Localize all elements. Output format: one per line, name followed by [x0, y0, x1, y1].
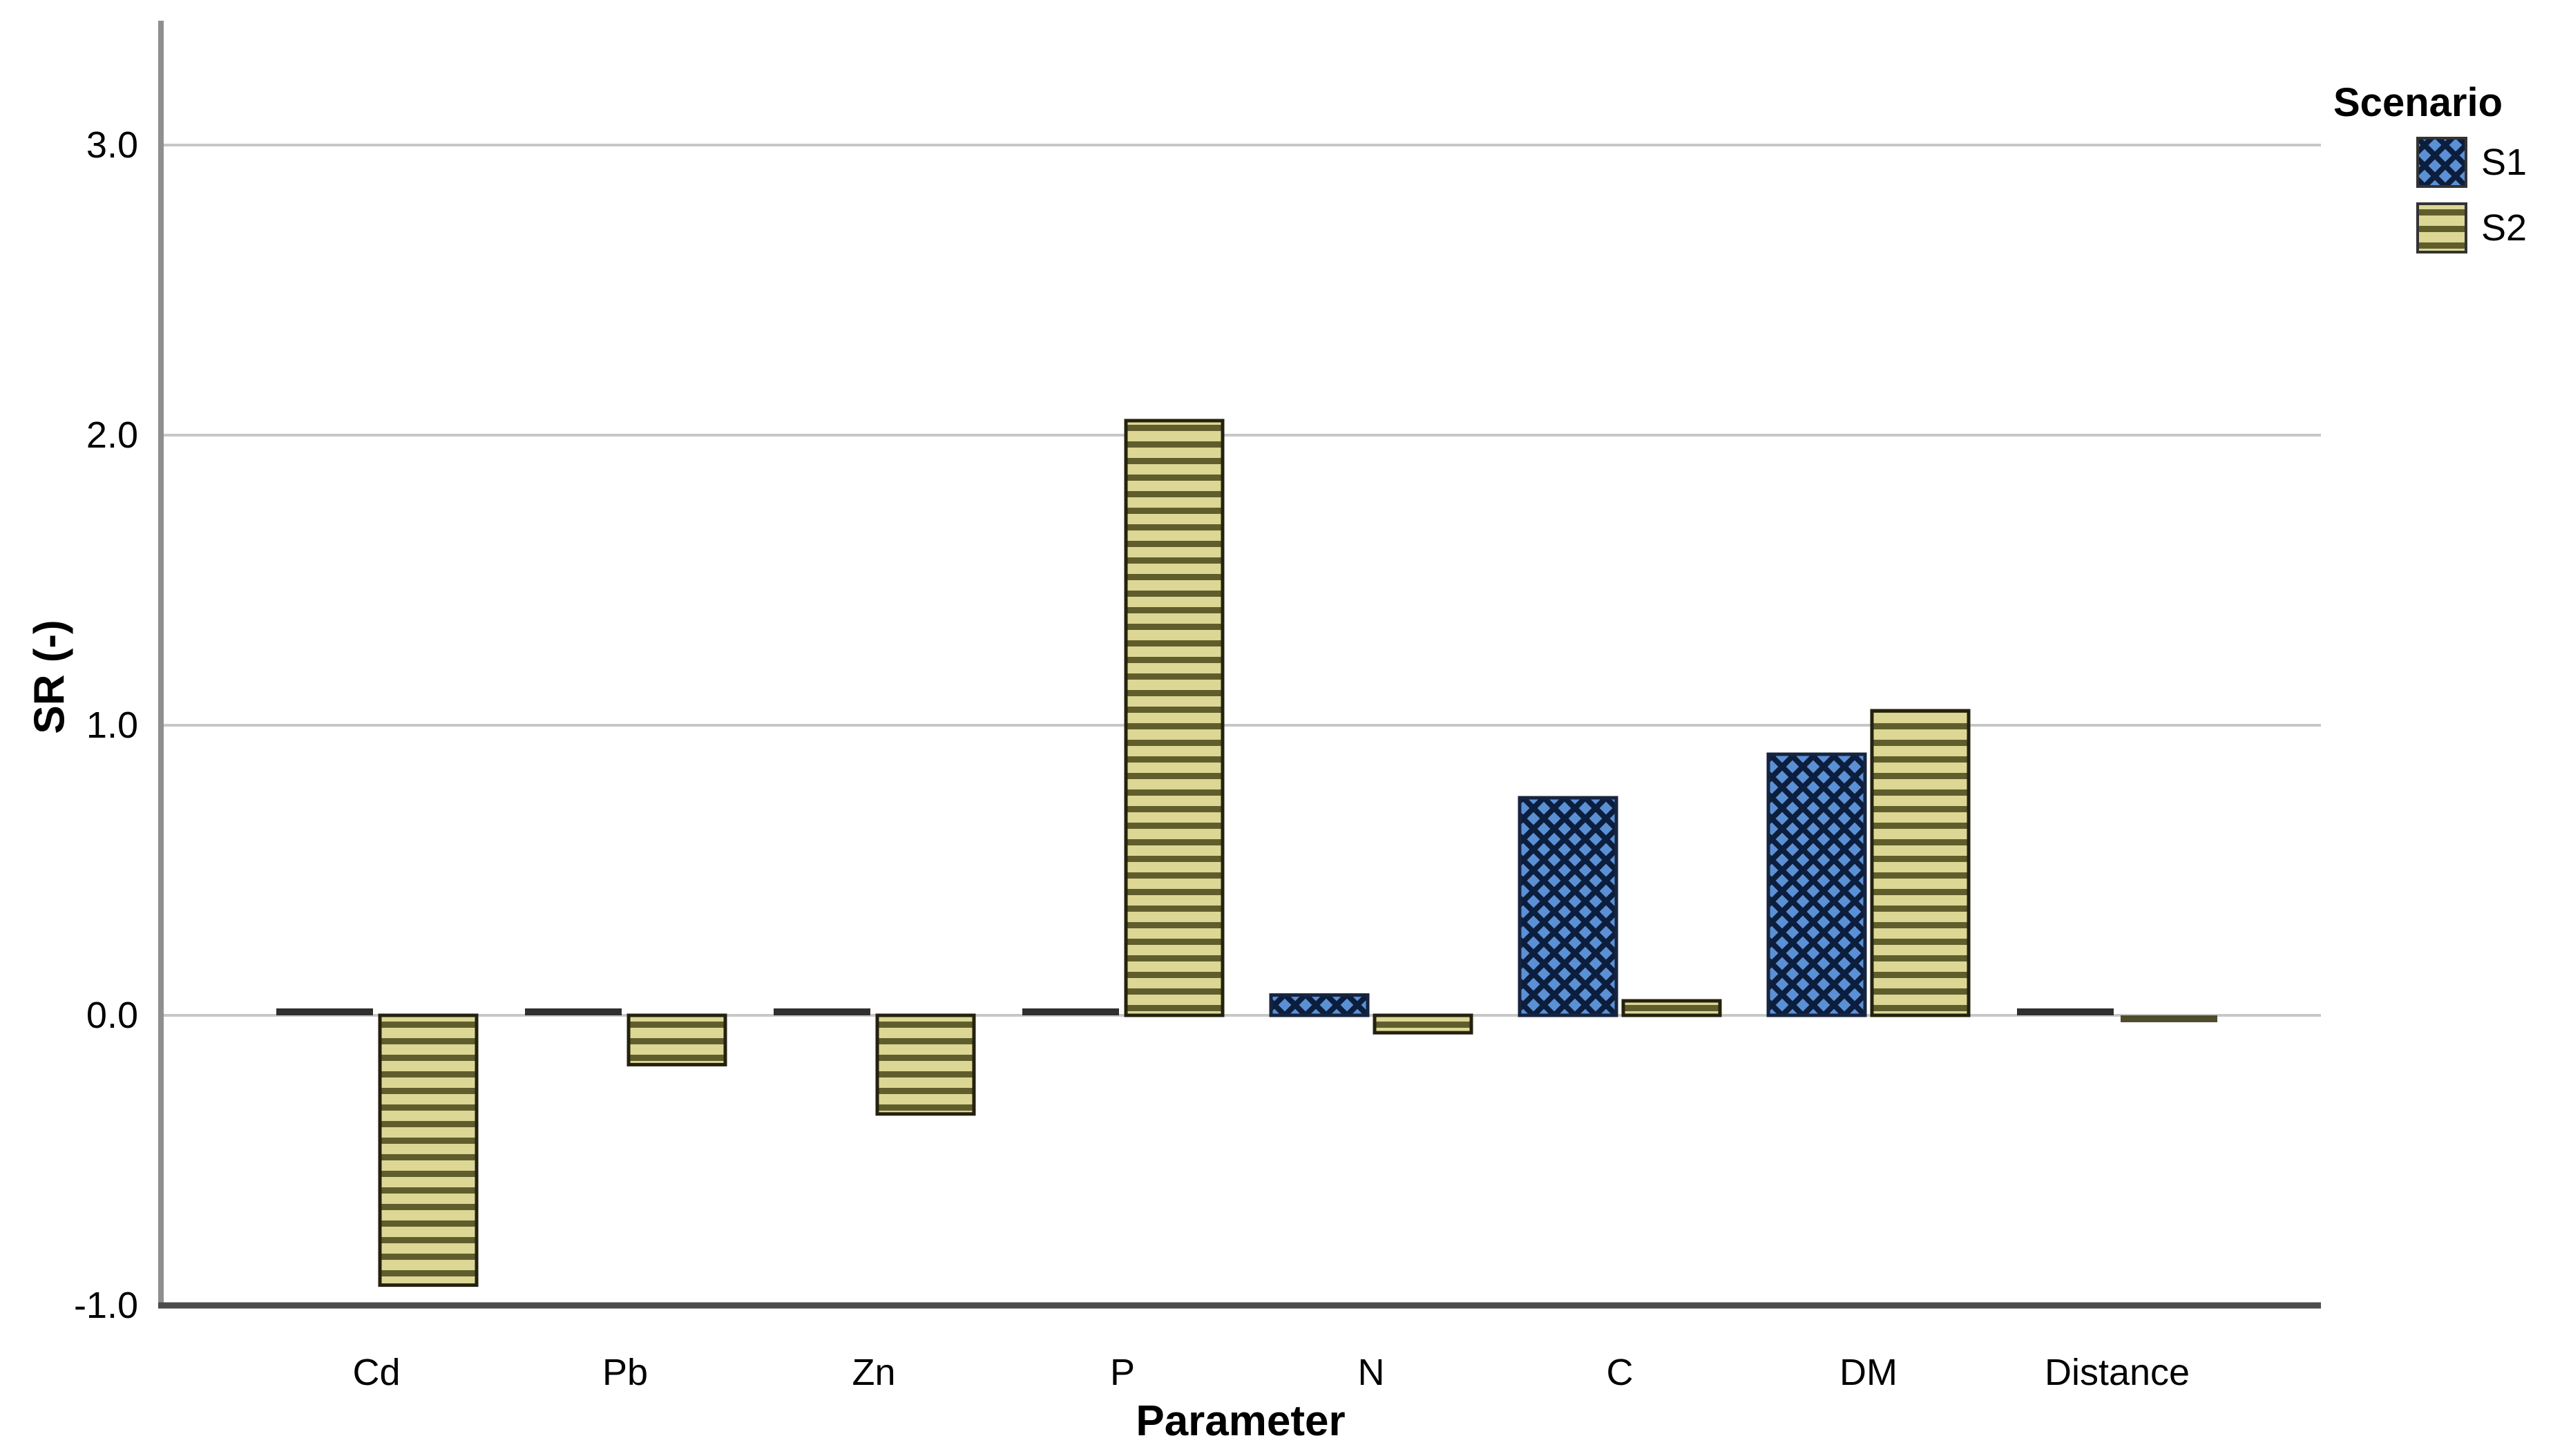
x-tick-C: C [1607, 1352, 1634, 1393]
bar-S1-P [1022, 1008, 1119, 1015]
bar-S1-Distance [2017, 1008, 2114, 1015]
y-tick-0.0: 0.0 [86, 995, 138, 1036]
x-axis-title: Parameter [1136, 1397, 1345, 1445]
x-tick-DM: DM [1839, 1352, 1897, 1393]
bar-S2-P [1124, 419, 1225, 1017]
y-tick--1.0: -1.0 [74, 1285, 138, 1326]
legend-label-S2: S2 [2481, 207, 2527, 249]
x-tick-Distance: Distance [2045, 1352, 2190, 1393]
bar-S1-C [1518, 796, 1618, 1017]
bar-S2-C [1621, 999, 1722, 1017]
bars-group [276, 419, 2217, 1287]
y-axis-title: SR (-) [26, 620, 74, 734]
bar-S1-DM [1766, 752, 1867, 1017]
bar-S1-Pb [525, 1008, 622, 1015]
bar-S2-Zn [875, 1013, 976, 1116]
legend-title: Scenario [2333, 80, 2503, 125]
axes [158, 21, 2321, 1309]
bar-S1-Cd [276, 1008, 373, 1015]
x-tick-Zn: Zn [852, 1352, 895, 1393]
legend-swatch-S2 [2416, 202, 2467, 253]
legend-label-S1: S1 [2481, 142, 2527, 183]
bar-S1-Zn [774, 1008, 870, 1015]
y-tick-1.0: 1.0 [86, 705, 138, 746]
x-tick-P: P [1110, 1352, 1135, 1393]
legend: Scenario S1 S2 [2333, 80, 2527, 253]
x-category-labels: Cd Pb Zn P N C DM Distance [352, 1352, 2190, 1393]
bar-S1-N [1269, 993, 1370, 1017]
x-tick-Cd: Cd [352, 1352, 400, 1393]
y-tick-labels: 3.0 2.0 1.0 0.0 -1.0 [74, 124, 138, 1326]
bar-S2-N [1373, 1013, 1473, 1035]
bar-S2-DM [1870, 709, 1971, 1017]
x-tick-N: N [1358, 1352, 1385, 1393]
x-tick-Pb: Pb [602, 1352, 648, 1393]
bar-S2-Cd [378, 1013, 479, 1287]
bar-S2-Distance [2121, 1015, 2217, 1022]
y-tick-2.0: 2.0 [86, 414, 138, 456]
y-tick-3.0: 3.0 [86, 124, 138, 166]
legend-swatch-S1 [2416, 137, 2467, 188]
bar-S2-Pb [627, 1013, 727, 1066]
